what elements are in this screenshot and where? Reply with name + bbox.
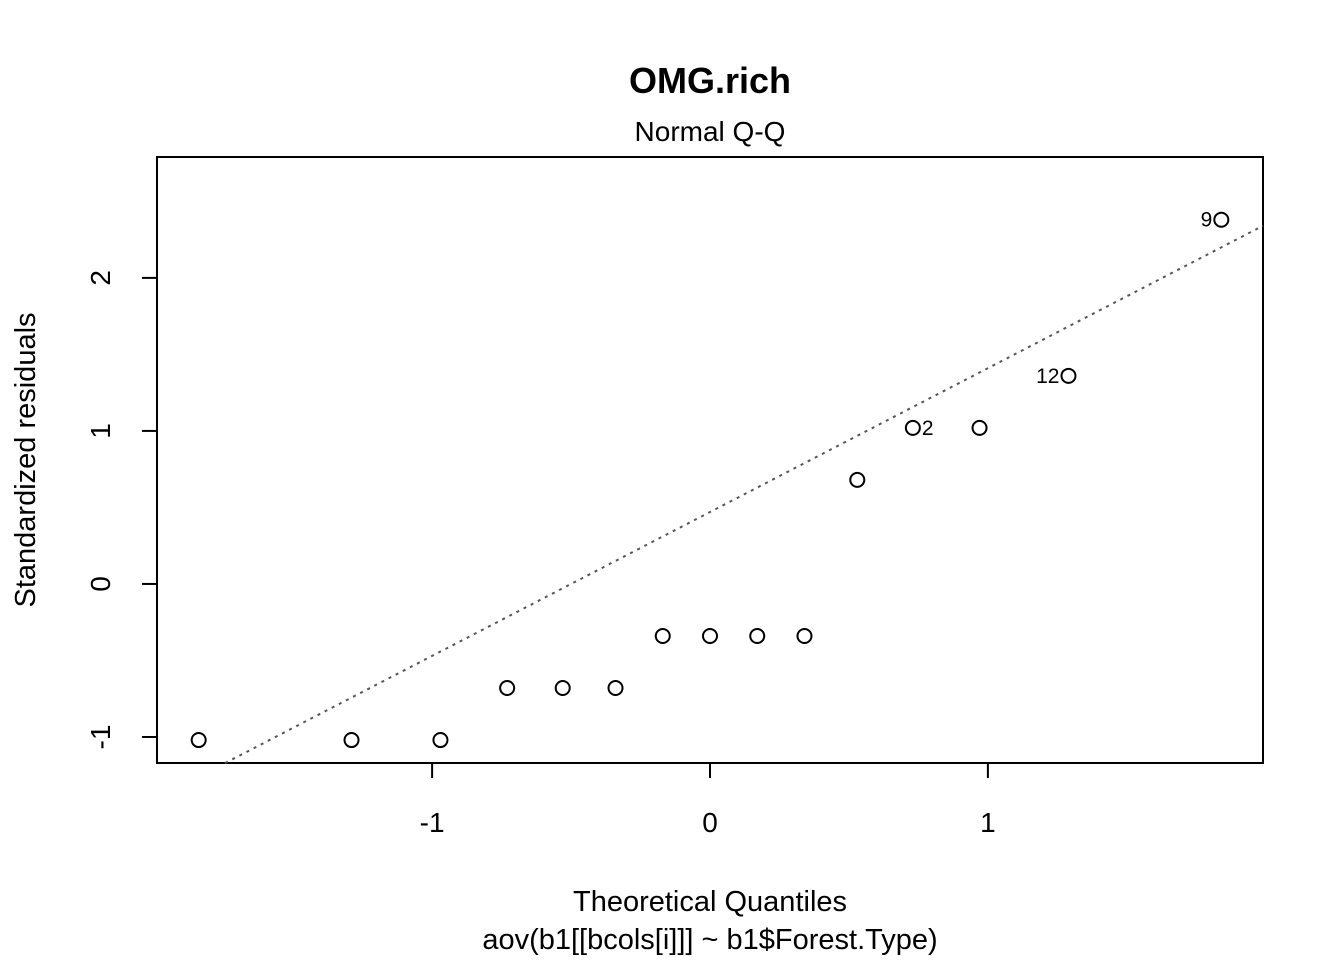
x-axis: -1 0 1 bbox=[420, 762, 996, 838]
y-tick-label: 0 bbox=[85, 576, 116, 592]
point-label: 9 bbox=[1201, 209, 1213, 232]
data-point bbox=[607, 680, 624, 697]
y-axis-label: Standardized residuals bbox=[10, 312, 42, 607]
data-point bbox=[343, 732, 360, 749]
chart-title: OMG.rich bbox=[629, 60, 791, 101]
data-point bbox=[554, 680, 571, 697]
x-tick-label: -1 bbox=[420, 807, 445, 838]
data-point bbox=[654, 627, 671, 644]
reference-line-layer bbox=[224, 224, 1264, 764]
y-axis: -1 0 1 2 bbox=[85, 270, 158, 750]
data-point bbox=[190, 732, 207, 749]
data-point bbox=[749, 627, 766, 644]
data-point bbox=[904, 419, 921, 436]
y-tick-label: 1 bbox=[85, 423, 116, 439]
x-tick-label: 1 bbox=[980, 807, 996, 838]
data-point bbox=[796, 627, 813, 644]
data-point bbox=[971, 419, 988, 436]
data-point bbox=[1060, 367, 1077, 384]
point-label: 2 bbox=[922, 417, 934, 440]
point-label: 12 bbox=[1036, 365, 1059, 388]
data-point bbox=[849, 471, 866, 488]
y-tick-label: -1 bbox=[85, 725, 116, 750]
plot-frame bbox=[156, 156, 1264, 764]
x-tick-label: 0 bbox=[702, 807, 718, 838]
x-axis-label: Theoretical Quantiles bbox=[573, 886, 847, 918]
y-tick-label: 2 bbox=[85, 270, 116, 286]
data-point bbox=[499, 680, 516, 697]
x-axis-sublabel: aov(b1[[bcols[i]]] ~ b1$Forest.Type) bbox=[482, 924, 937, 956]
data-point bbox=[702, 627, 718, 644]
data-point bbox=[432, 732, 449, 749]
chart-subtitle: Normal Q-Q bbox=[635, 116, 786, 147]
qq-reference-line bbox=[224, 224, 1264, 764]
data-point bbox=[1213, 211, 1230, 228]
points-layer: 2 12 9 bbox=[190, 209, 1230, 749]
